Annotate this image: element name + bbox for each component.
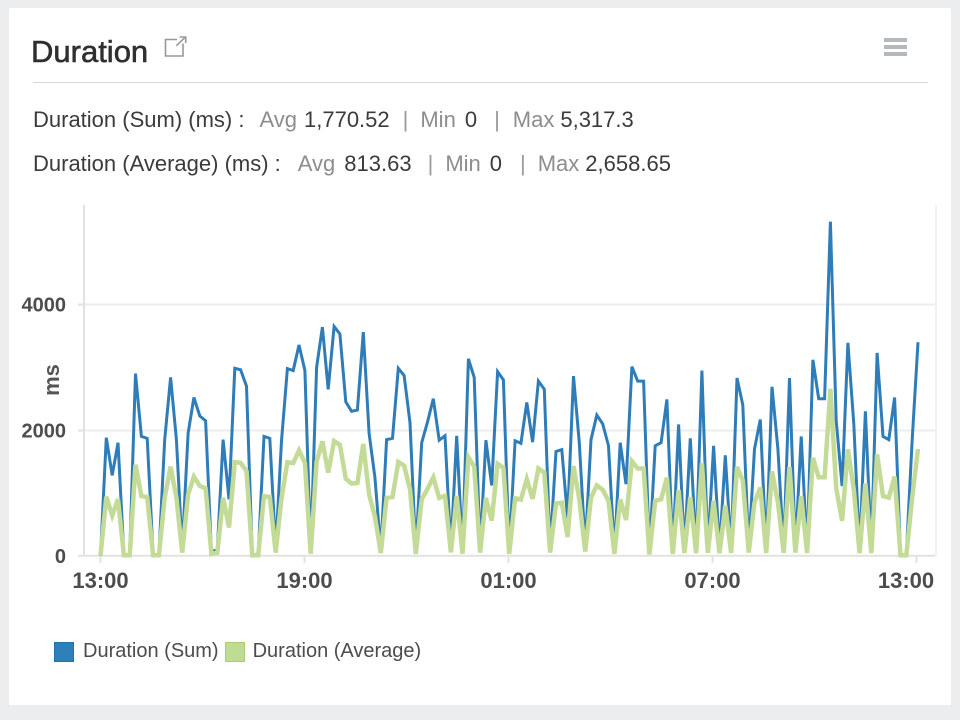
svg-text:07:00: 07:00 <box>684 568 740 593</box>
svg-text:4000: 4000 <box>22 295 67 317</box>
svg-text:ms: ms <box>39 364 64 396</box>
svg-text:0: 0 <box>55 546 66 568</box>
svg-text:19:00: 19:00 <box>276 568 332 593</box>
svg-text:2000: 2000 <box>22 421 67 443</box>
svg-text:13:00: 13:00 <box>72 568 128 593</box>
svg-text:13:00: 13:00 <box>878 568 934 593</box>
svg-text:01:00: 01:00 <box>480 568 536 593</box>
